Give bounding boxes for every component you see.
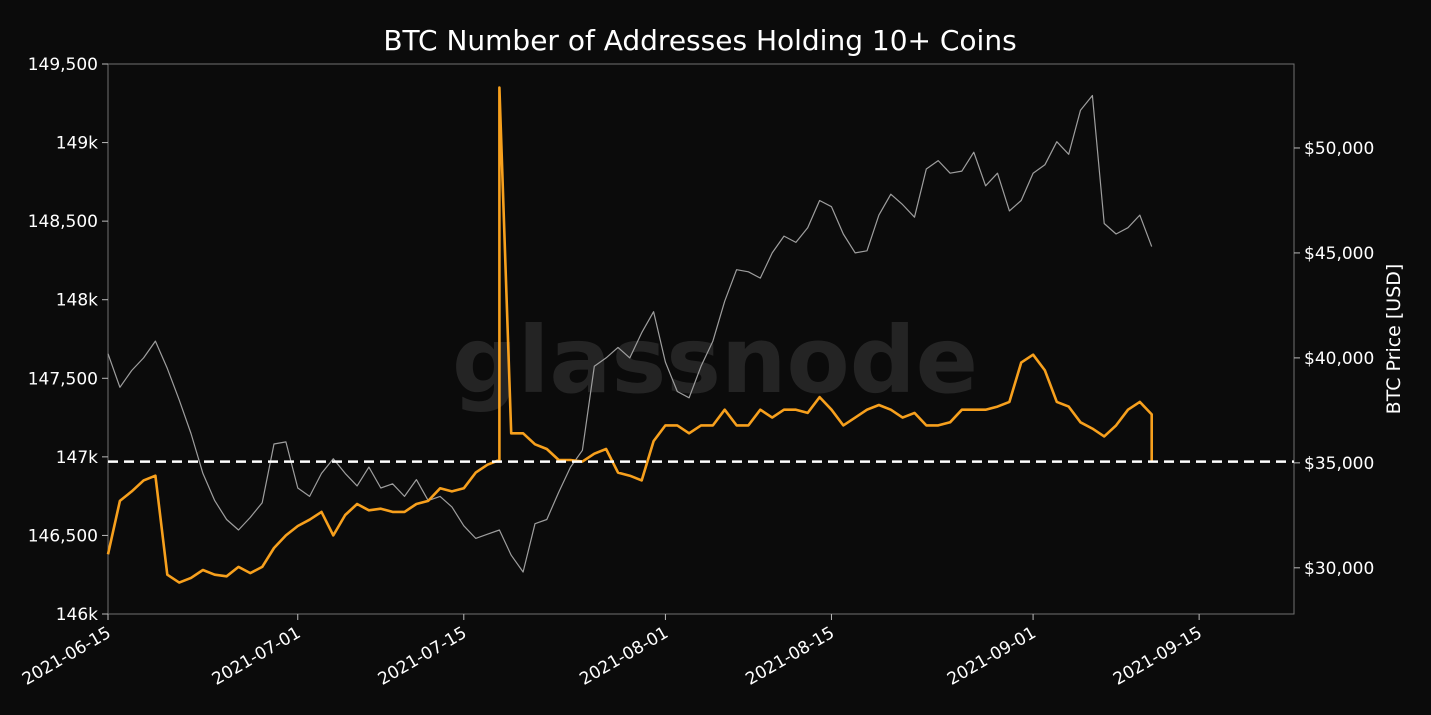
plot-frame (107, 63, 1295, 615)
chart-title: BTC Number of Addresses Holding 10+ Coin… (383, 24, 1016, 57)
series-layer (106, 86, 1153, 584)
x-axis: 2021-06-15 2021-07-01 2021-07-15 2021-08-01… (19, 614, 1206, 690)
x-tick-label: 2021-06-15 (19, 623, 115, 690)
right-y-tick-label: $45,000 (1304, 244, 1374, 264)
left-y-tick-label: 148,500 (28, 212, 98, 232)
x-tick-label: 2021-07-01 (209, 623, 305, 690)
btc-price-line (107, 94, 1153, 573)
left-y-axis: 146k 146,500 147k 147,500 148k 148,500 149k 149… (28, 55, 108, 625)
left-y-tick-label: 149k (56, 134, 98, 154)
left-y-tick-label: 149,500 (28, 55, 98, 75)
left-y-tick-label: 148k (56, 291, 98, 311)
watermark-text: glassnode (452, 307, 978, 414)
left-y-tick-label: 147k (56, 448, 98, 468)
addresses-10plus-line (106, 86, 1153, 584)
left-y-tick-label: 146k (56, 605, 98, 625)
x-tick-label: 2021-09-01 (944, 623, 1040, 690)
right-y-tick-label: $30,000 (1304, 559, 1374, 579)
x-tick-label: 2021-08-15 (742, 623, 838, 690)
left-y-tick-label: 147,500 (28, 369, 98, 389)
right-axis-title: BTC Price [USD] (1383, 264, 1405, 415)
right-y-axis: $30,000 $35,000 $40,000 $45,000 $50,000 (1294, 139, 1374, 579)
x-tick-label: 2021-09-15 (1110, 623, 1206, 690)
x-tick-label: 2021-08-01 (576, 623, 672, 690)
x-tick-label: 2021-07-15 (375, 623, 471, 690)
right-y-tick-label: $35,000 (1304, 454, 1374, 474)
right-y-tick-label: $40,000 (1304, 349, 1374, 369)
right-y-tick-label: $50,000 (1304, 139, 1374, 159)
left-y-tick-label: 146,500 (28, 526, 98, 546)
